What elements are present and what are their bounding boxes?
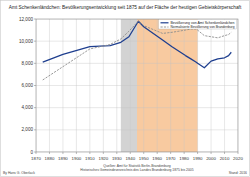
tick-y <box>34 19 36 20</box>
tick-label-x: 1990 <box>193 156 203 161</box>
grid-line-x <box>89 19 90 152</box>
grid-line-x <box>197 19 198 152</box>
tick-x <box>49 152 50 154</box>
tick-x <box>211 152 212 154</box>
legend-box <box>159 20 237 30</box>
grid-line-y <box>36 85 238 86</box>
grid-line-x <box>130 19 131 152</box>
legend-swatch <box>161 27 169 28</box>
legend: Bevölkerung von Amt SchenkenländchenNorm… <box>159 20 237 30</box>
tick-y <box>34 129 36 130</box>
plot-area <box>36 19 238 152</box>
grid-line-x <box>224 19 225 152</box>
tick-x <box>89 152 90 154</box>
tick-label-x: 1950 <box>139 156 149 161</box>
tick-label-y: 8,000 <box>22 61 34 66</box>
tick-label-x: 1980 <box>179 156 189 161</box>
grid-line-x <box>76 19 77 152</box>
tick-x <box>103 152 104 154</box>
legend-swatch <box>161 22 169 23</box>
grid-line-x <box>211 19 212 152</box>
tick-label-x: 1880 <box>45 156 55 161</box>
plot-background <box>36 19 238 152</box>
tick-y <box>34 85 36 86</box>
annotation: Stand: 2016 <box>229 171 247 175</box>
tick-label-y: 4,000 <box>22 105 34 110</box>
tick-x <box>170 152 171 154</box>
plot-frame <box>36 19 238 152</box>
annotation: By Hans G. Oberlack <box>3 171 35 175</box>
tick-x <box>116 152 117 154</box>
grid-line-x <box>157 19 158 152</box>
legend-label: Normalisierte Bevölkerung von Brandenbur… <box>171 25 235 29</box>
tick-y <box>34 152 36 153</box>
tick-x <box>143 152 144 154</box>
grid-line-y <box>36 41 238 42</box>
grid-line-x <box>49 19 50 152</box>
tick-label-x: 1920 <box>98 156 108 161</box>
tick-label-x: 1940 <box>125 156 135 161</box>
tick-y <box>34 107 36 108</box>
grid-line-x <box>170 19 171 152</box>
tick-label-x: 1910 <box>85 156 95 161</box>
grid-line-x <box>116 19 117 152</box>
tick-x <box>184 152 185 154</box>
grid-line-x <box>103 19 104 152</box>
grid-line-y <box>36 129 238 130</box>
tick-label-x: 1890 <box>58 156 68 161</box>
grid-line-x <box>143 19 144 152</box>
tick-label-x: 1970 <box>166 156 176 161</box>
tick-y <box>34 63 36 64</box>
tick-label-x: 1960 <box>152 156 162 161</box>
tick-x <box>62 152 63 154</box>
tick-x <box>238 152 239 154</box>
tick-y <box>34 41 36 42</box>
tick-x <box>157 152 158 154</box>
tick-label-x: 1930 <box>112 156 122 161</box>
series-line <box>43 21 232 80</box>
tick-label-x: 2000 <box>206 156 216 161</box>
tick-label-x: 2020 <box>233 156 243 161</box>
grid-line-x <box>62 19 63 152</box>
chart: 0 2,000 4,000 6,000 8,000 10,000 12,000 1870 188… <box>0 0 250 177</box>
tick-label-y: 10,000 <box>19 39 33 44</box>
tick-label-x: 2010 <box>220 156 230 161</box>
tick-label-x: 1900 <box>72 156 82 161</box>
page-border <box>1 1 250 177</box>
tick-label-y: 6,000 <box>22 83 34 88</box>
tick-x <box>130 152 131 154</box>
grid-line-y <box>36 107 238 108</box>
tick-label-y: 2,000 <box>22 127 34 132</box>
tick-label-y: 0 <box>30 150 33 155</box>
tick-label-x: 1870 <box>31 156 41 161</box>
tick-x <box>224 152 225 154</box>
annotation: Historisches Gemeindeverzeichnis des Lan… <box>80 168 193 172</box>
tick-x <box>197 152 198 154</box>
tick-x <box>36 152 37 154</box>
title: Amt Schenkenländchen: Bevölkerungsentwic… <box>9 5 242 10</box>
grid-line-x <box>184 19 185 152</box>
tick-label-y: 12,000 <box>19 17 33 22</box>
tick-x <box>76 152 77 154</box>
